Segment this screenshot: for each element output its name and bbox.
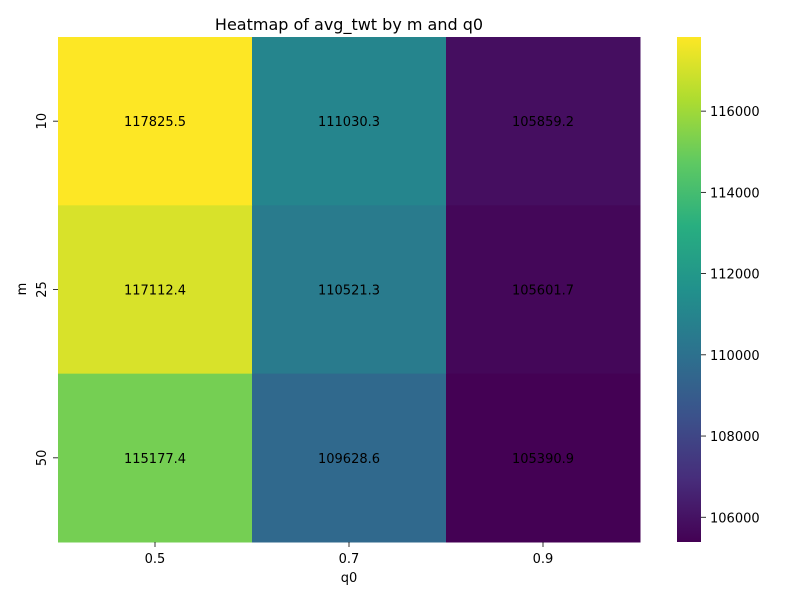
y-axis: 10 25 50 bbox=[35, 113, 58, 466]
heatmap-cell bbox=[252, 37, 447, 206]
cell-value-label: 105601.7 bbox=[512, 284, 574, 299]
cell-value-label: 117112.4 bbox=[124, 284, 186, 299]
cell-value-label: 105390.9 bbox=[512, 452, 574, 467]
heatmap-cell bbox=[446, 205, 641, 375]
cell-value-label: 105859.2 bbox=[512, 115, 574, 130]
heatmap-cell bbox=[58, 37, 253, 206]
y-axis-label: m bbox=[15, 283, 30, 296]
x-axis: 0.5 0.7 0.9 bbox=[145, 542, 554, 567]
x-tick-label: 0.9 bbox=[533, 552, 554, 567]
heatmap-cell bbox=[252, 373, 447, 543]
heatmap-cell bbox=[252, 205, 447, 375]
heatmap-cell bbox=[446, 373, 641, 543]
colorbar-tick-label: 114000 bbox=[710, 186, 760, 201]
heatmap-cell-labels: 117825.5 111030.3 105859.2 117112.4 110521.3… bbox=[124, 115, 574, 467]
heatmap-cell bbox=[58, 205, 253, 375]
colorbar-ticks: 106000 108000 110000 112000 114000 116000 bbox=[701, 105, 760, 526]
colorbar-tick-label: 112000 bbox=[710, 268, 760, 283]
chart-title: Heatmap of avg_twt by m and q0 bbox=[215, 15, 483, 35]
colorbar-tick-label: 110000 bbox=[710, 349, 760, 364]
cell-value-label: 110521.3 bbox=[318, 284, 380, 299]
y-tick-label: 50 bbox=[35, 450, 50, 467]
heatmap-cell bbox=[446, 37, 641, 206]
heatmap-cell bbox=[58, 373, 253, 543]
cell-value-label: 117825.5 bbox=[124, 115, 186, 130]
colorbar-tick-label: 116000 bbox=[710, 105, 760, 120]
x-tick-label: 0.7 bbox=[339, 552, 360, 567]
colorbar bbox=[677, 37, 701, 542]
heatmap-cells bbox=[58, 37, 641, 543]
cell-value-label: 111030.3 bbox=[318, 115, 380, 130]
colorbar-tick-label: 108000 bbox=[710, 430, 760, 445]
y-tick-label: 25 bbox=[35, 281, 50, 298]
y-tick-label: 10 bbox=[35, 113, 50, 130]
cell-value-label: 109628.6 bbox=[318, 452, 380, 467]
x-tick-label: 0.5 bbox=[145, 552, 166, 567]
x-axis-label: q0 bbox=[341, 571, 358, 586]
colorbar-tick-label: 106000 bbox=[710, 511, 760, 526]
cell-value-label: 115177.4 bbox=[124, 452, 186, 467]
